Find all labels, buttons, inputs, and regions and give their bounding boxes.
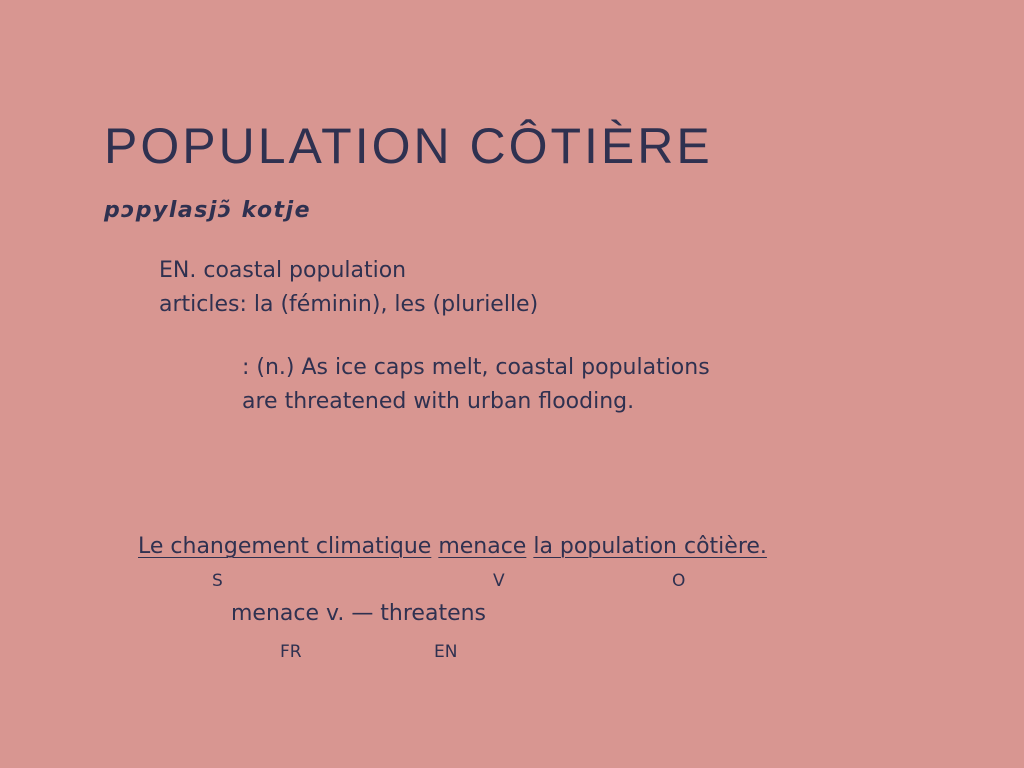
articles-line: articles: la (féminin), les (plurielle) bbox=[159, 292, 539, 317]
example-line-2: are threatened with urban flooding. bbox=[242, 389, 635, 414]
verb-gloss: menace v. — threatens bbox=[231, 601, 487, 626]
sentence-verb: menace bbox=[438, 534, 527, 559]
verb-label: V bbox=[493, 571, 505, 591]
example-line-1: : (n.) As ice caps melt, coastal populat… bbox=[242, 355, 710, 380]
sentence-subject: Le changement climatique bbox=[138, 534, 432, 559]
fr-label: FR bbox=[280, 642, 302, 662]
example-sentence: : (n.) As ice caps melt, coastal populat… bbox=[242, 351, 710, 419]
en-label: EN bbox=[434, 642, 458, 662]
word-title: POPULATION CÔTIÈRE bbox=[104, 118, 713, 174]
subject-label: S bbox=[212, 571, 223, 591]
word-details: EN. coastal population articles: la (fém… bbox=[159, 254, 538, 322]
french-sentence: Le changement climatique menace la popul… bbox=[138, 531, 767, 563]
translation-line: EN. coastal population bbox=[159, 258, 407, 283]
object-label: O bbox=[672, 571, 686, 591]
pronunciation: pɔpylasjɔ̃ kotje bbox=[104, 198, 312, 223]
sentence-object: la population côtière. bbox=[533, 534, 767, 559]
